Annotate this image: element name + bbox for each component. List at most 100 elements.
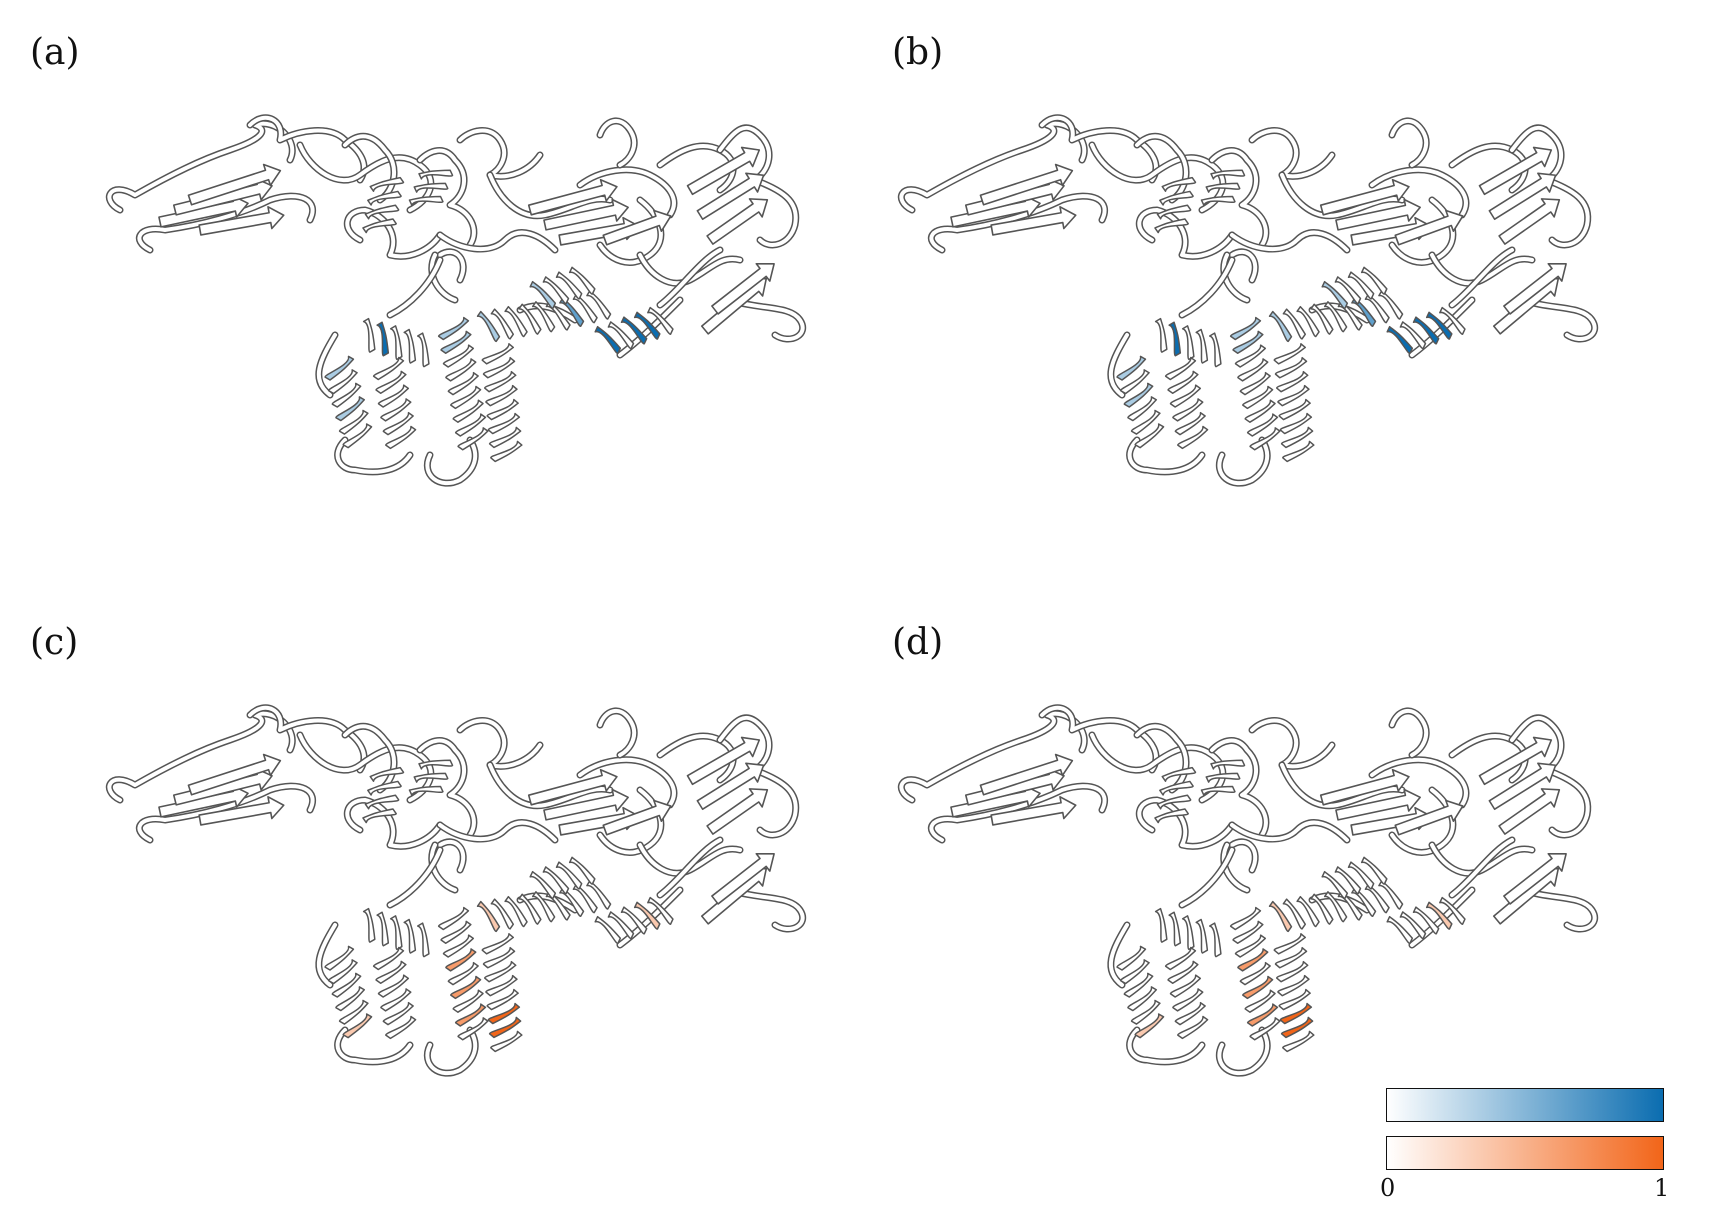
strand-10	[696, 762, 765, 811]
helix-upper-2-turn	[413, 772, 449, 783]
helix-I-turn	[1360, 856, 1388, 885]
loop-6	[1137, 208, 1234, 259]
helix-D-turn	[450, 385, 482, 410]
helix-E-turn	[483, 960, 517, 983]
helix-D-turn	[452, 399, 484, 423]
strand-9	[1478, 736, 1553, 786]
helix-B-turn	[1116, 945, 1147, 971]
helix-I-turn	[1334, 276, 1362, 305]
helix-D-turn	[1244, 399, 1276, 423]
helix-upper-1	[1154, 766, 1197, 824]
helix-E	[481, 933, 523, 1053]
helix-A-turn	[362, 907, 376, 943]
loop-helix-2	[335, 438, 412, 474]
helix-C	[1164, 946, 1209, 1040]
helix-E	[1273, 933, 1315, 1053]
helix-D	[1229, 906, 1281, 1041]
helix-D	[1229, 316, 1281, 451]
helix-D	[437, 316, 489, 451]
helix-C-turn	[377, 974, 410, 998]
helix-B-turn	[1119, 959, 1150, 985]
helix-C-turn	[385, 1015, 417, 1040]
helix-A-turn	[1208, 332, 1222, 368]
loop-5	[343, 724, 397, 792]
strand-8	[1394, 209, 1464, 246]
helix-C-turn	[1177, 1015, 1209, 1040]
colorbar-blue	[1386, 1088, 1664, 1122]
helix-E-turn	[1278, 988, 1311, 1011]
helix-D-turn	[1246, 413, 1279, 437]
loop-10	[1230, 230, 1349, 252]
loop-13	[1390, 198, 1455, 265]
helix-A-turn	[1154, 317, 1168, 353]
helix-D-turn	[450, 975, 482, 1000]
helix-D-turn	[1232, 330, 1264, 355]
helix-A-turn	[416, 332, 430, 368]
helix-upper-2-turn	[413, 182, 449, 193]
helix-E-turn	[1273, 933, 1307, 955]
helix-F-turn	[531, 891, 556, 923]
helix-E-turn	[486, 398, 519, 421]
strand-4	[990, 206, 1077, 236]
helix-upper-1-turn	[1159, 190, 1194, 206]
panel-label-a: (a)	[30, 32, 80, 73]
loop-12	[598, 119, 637, 167]
loop-2	[137, 194, 315, 252]
helix-I-turn	[555, 861, 583, 890]
helix-H-turn	[1439, 306, 1466, 335]
helix-D-turn	[452, 989, 484, 1013]
strand-3	[187, 753, 282, 796]
helix-I-turn	[542, 866, 570, 895]
loop-helix-1	[316, 333, 337, 397]
helix-H-turn	[647, 896, 674, 925]
protein-structure-b	[897, 114, 1598, 487]
helix-E-turn	[483, 370, 517, 393]
loop-2	[929, 784, 1107, 842]
helix-C-turn	[1177, 425, 1209, 450]
helix-F-turn	[476, 310, 501, 343]
helix-upper-1-turn	[1156, 204, 1192, 220]
helix-A-turn	[403, 328, 417, 364]
loop-2	[929, 194, 1107, 252]
linker-1	[1180, 848, 1234, 907]
strand-13	[1503, 262, 1567, 315]
panel-label-b: (b)	[892, 32, 944, 73]
helix-E-turn	[1279, 1002, 1313, 1025]
loop-21	[1450, 248, 1514, 307]
helix-upper-1	[362, 766, 405, 824]
loop-19	[438, 839, 466, 872]
helix-B-turn	[338, 409, 369, 435]
loop-5	[343, 134, 397, 202]
strand-8	[1394, 799, 1464, 836]
helix-upper-1-turn	[367, 190, 402, 206]
helix-C-turn	[1164, 946, 1197, 971]
helix-E-turn	[487, 1002, 521, 1025]
helix-D-turn	[1229, 906, 1262, 931]
helix-F-turn	[1310, 893, 1334, 925]
loop-13	[598, 788, 663, 855]
helix-upper-2	[1200, 169, 1246, 206]
helix-H-turn	[633, 901, 661, 930]
helix-F-turn	[1296, 895, 1320, 928]
loop-16	[1545, 178, 1590, 247]
helix-D-turn	[457, 1017, 489, 1041]
loop-18	[728, 298, 805, 341]
helix-H-turn	[594, 915, 622, 945]
helix-H	[594, 896, 674, 945]
helix-D-turn	[1239, 961, 1271, 986]
helix-E-turn	[1282, 1030, 1315, 1053]
helix-A-turn	[1208, 922, 1222, 958]
helix-A-turn	[1181, 915, 1195, 951]
helix-E-turn	[482, 946, 516, 969]
helix-G-turn	[1378, 879, 1404, 910]
helix-E-turn	[1273, 343, 1307, 365]
helix-B-turn	[335, 986, 366, 1012]
loop-3	[1040, 705, 1158, 772]
structure-group	[897, 114, 1598, 487]
helix-F-turn	[1310, 303, 1334, 335]
helix-A-turn	[376, 321, 390, 357]
loop-16	[753, 178, 798, 247]
helix-D-turn	[1246, 1003, 1279, 1027]
helix-E-turn	[490, 440, 523, 463]
helix-D-turn	[1229, 316, 1262, 341]
